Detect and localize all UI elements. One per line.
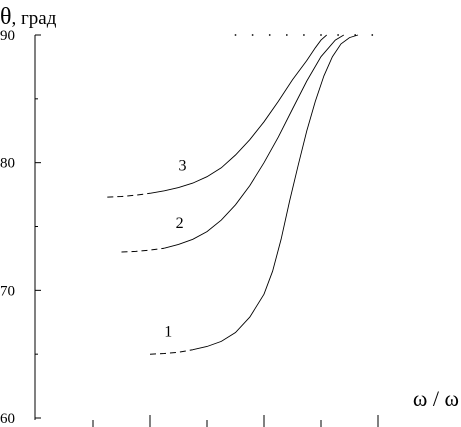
top-dot — [337, 34, 339, 36]
curves — [107, 34, 359, 355]
top-dot — [354, 34, 356, 36]
y-tick-label: 90 — [0, 28, 15, 44]
curve-1 — [192, 34, 359, 351]
y-axis-symbol: θ — [0, 4, 12, 30]
curve-2-dashed — [121, 247, 165, 253]
y-tick-label: 70 — [0, 283, 15, 299]
curve-labels: 1 2 3 — [164, 157, 186, 340]
curve-label-1: 1 — [164, 323, 172, 340]
curve-3-dashed — [107, 192, 151, 198]
y-tick-label: 60 — [0, 411, 15, 427]
dotted-top-line — [234, 34, 374, 36]
curve-label-3: 3 — [179, 157, 187, 174]
top-dot — [234, 34, 237, 36]
x-axis-title: ω / ω — [413, 386, 459, 411]
curve-2 — [164, 34, 345, 249]
top-dot — [286, 34, 288, 36]
top-dot — [251, 34, 254, 36]
curve-1-dashed — [149, 349, 193, 355]
curve-label-2: 2 — [176, 215, 184, 232]
y-axis-title: θ, град — [0, 4, 57, 30]
top-dot — [303, 34, 305, 36]
y-axis-unit: , град — [12, 8, 57, 29]
top-dot — [371, 34, 374, 36]
y-tick-label: 80 — [0, 156, 15, 172]
top-dot — [268, 34, 271, 36]
curve-3 — [149, 34, 328, 194]
x-ticks — [92, 415, 379, 427]
top-dot — [320, 34, 322, 36]
y-ticks: 60 70 80 90 — [0, 28, 41, 427]
